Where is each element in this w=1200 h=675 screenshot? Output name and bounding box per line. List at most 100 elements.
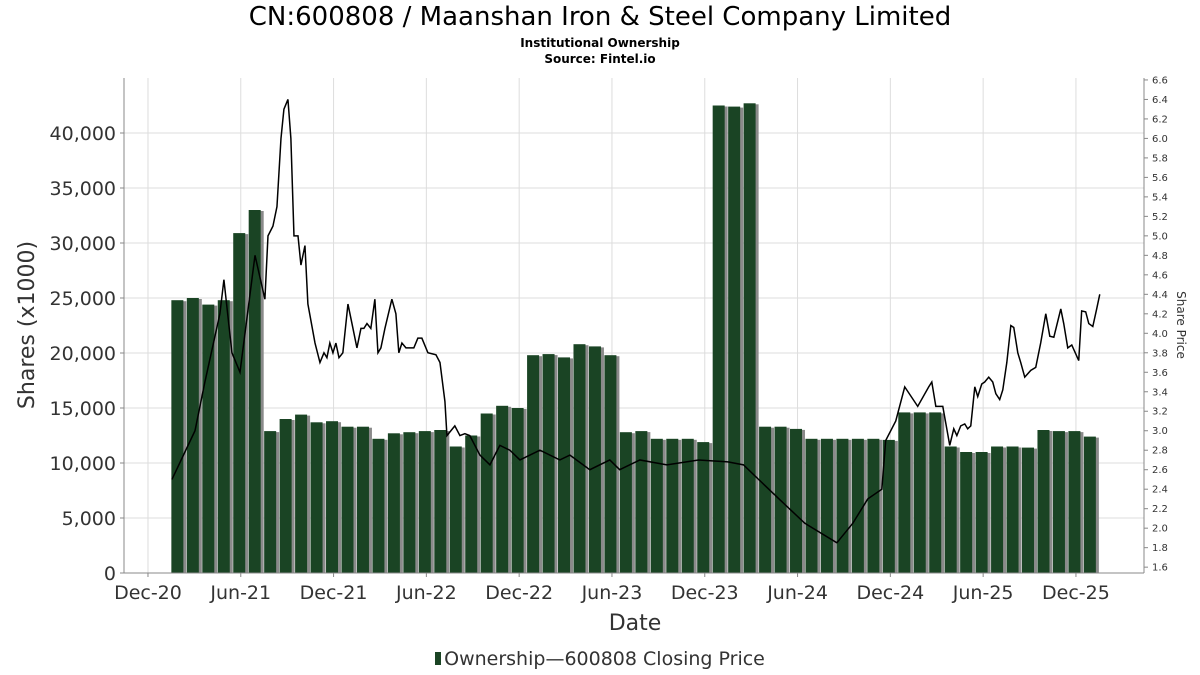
ownership-bar — [882, 439, 895, 573]
ownership-bar — [264, 431, 277, 573]
y2-tick-label: 5.6 — [1152, 173, 1168, 184]
x-tick-label: Jun-21 — [209, 582, 271, 604]
ownership-bar — [960, 452, 973, 573]
ownership-bar — [248, 210, 261, 573]
y2-tick-label: 5.8 — [1152, 153, 1168, 164]
chart-subtitle: Institutional Ownership — [520, 36, 680, 50]
y2-tick-label: 6.2 — [1152, 114, 1168, 125]
ownership-bar — [326, 421, 339, 573]
ownership-bar — [356, 426, 369, 573]
x-tick-label: Dec-21 — [300, 582, 368, 604]
y2-tick-label: 3.0 — [1152, 426, 1168, 437]
x-tick-label: Dec-23 — [671, 582, 739, 604]
y2-tick-label: 2.0 — [1152, 524, 1168, 535]
y2-tick-label: 2.2 — [1152, 504, 1168, 515]
x-tick-label: Jun-23 — [581, 582, 643, 604]
y-tick-label: 0 — [104, 563, 116, 585]
y-tick-label: 40,000 — [50, 123, 116, 145]
y2-axis-label: Share Price — [1174, 291, 1188, 359]
y2-tick-label: 5.0 — [1152, 231, 1168, 242]
ownership-bar — [728, 106, 741, 573]
ownership-bar — [790, 428, 803, 573]
ownership-bar — [511, 408, 524, 573]
ownership-bar — [929, 412, 942, 573]
ownership-bar — [465, 435, 478, 573]
ownership-bar — [759, 426, 772, 573]
y-tick-label: 15,000 — [50, 398, 116, 420]
ownership-bar — [944, 446, 957, 573]
ownership-bar — [820, 438, 833, 573]
y2-tick-label: 5.2 — [1152, 212, 1168, 223]
chart-source: Source: Fintel.io — [544, 52, 656, 66]
ownership-bar — [403, 432, 416, 573]
ownership-bar — [233, 233, 246, 573]
ownership-bar — [898, 412, 911, 573]
y-tick-label: 20,000 — [50, 343, 116, 365]
y-tick-label: 10,000 — [50, 453, 116, 475]
x-tick-label: Dec-24 — [856, 582, 924, 604]
ownership-bar — [171, 300, 184, 573]
ownership-bar — [1083, 436, 1096, 573]
y2-tick-label: 4.4 — [1152, 290, 1168, 301]
ownership-bar — [975, 452, 988, 573]
ownership-bar — [217, 300, 230, 573]
x-tick-label: Dec-25 — [1042, 582, 1110, 604]
y-tick-label: 35,000 — [50, 178, 116, 200]
ownership-bar — [619, 432, 632, 573]
ownership-bar — [341, 426, 354, 573]
y2-tick-label: 6.0 — [1152, 134, 1168, 145]
y2-tick-label: 3.4 — [1152, 387, 1168, 398]
chart-title: CN:600808 / Maanshan Iron & Steel Compan… — [248, 2, 952, 32]
y2-tick-label: 2.4 — [1152, 485, 1168, 496]
ownership-bar — [496, 405, 509, 573]
y-tick-label: 25,000 — [50, 288, 116, 310]
legend-ownership-swatch — [435, 652, 442, 665]
y2-tick-label: 4.2 — [1152, 309, 1168, 320]
ownership-bar — [1068, 431, 1081, 573]
y2-tick-label: 6.6 — [1152, 75, 1168, 86]
ownership-bar — [588, 346, 601, 573]
y2-tick-label: 4.0 — [1152, 329, 1168, 340]
y2-tick-label: 1.8 — [1152, 543, 1168, 554]
x-tick-label: Jun-22 — [395, 582, 457, 604]
y2-tick-label: 4.6 — [1152, 270, 1168, 281]
ownership-bar — [573, 344, 586, 573]
y2-tick-label: 2.8 — [1152, 446, 1168, 457]
legend-price-label: 600808 Closing Price — [564, 648, 765, 670]
ownership-bar — [851, 438, 864, 573]
ownership-bar — [712, 105, 725, 573]
y2-tick-label: 2.6 — [1152, 465, 1168, 476]
y-tick-label: 5,000 — [62, 508, 116, 530]
ownership-bar — [650, 438, 663, 573]
y2-tick-label: 6.4 — [1152, 95, 1168, 106]
ownership-bar — [372, 438, 385, 573]
x-axis-label: Date — [609, 611, 662, 636]
y2-tick-label: 5.4 — [1152, 192, 1168, 203]
ownership-bar — [913, 412, 926, 573]
ownership-bar — [449, 446, 462, 573]
ownership-bar — [666, 438, 679, 573]
ownership-bar — [1052, 431, 1065, 573]
price-line — [171, 99, 1101, 544]
ownership-bar — [279, 419, 292, 573]
ownership-bar — [480, 413, 493, 573]
ownership-bar — [697, 442, 710, 573]
y2-tick-label: 3.8 — [1152, 348, 1168, 359]
ownership-bar — [558, 357, 571, 573]
legend: Ownership—600808 Closing Price — [0, 648, 1200, 670]
x-tick-label: Dec-22 — [485, 582, 553, 604]
ownership-bar — [604, 355, 617, 573]
ownership-bar — [542, 354, 555, 573]
ownership-bar — [867, 438, 880, 573]
ownership-bar — [805, 438, 818, 573]
ownership-bar — [635, 431, 648, 573]
legend-price-line: — — [545, 648, 565, 670]
ownership-bar — [743, 103, 756, 574]
y2-tick-label: 3.2 — [1152, 407, 1168, 418]
y2-tick-label: 3.6 — [1152, 368, 1168, 379]
y-tick-label: 30,000 — [50, 233, 116, 255]
ownership-bar — [681, 438, 694, 573]
x-tick-label: Jun-25 — [952, 582, 1014, 604]
